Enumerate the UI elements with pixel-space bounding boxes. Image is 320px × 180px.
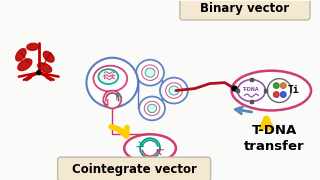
Circle shape: [280, 83, 286, 88]
Bar: [250, 78, 253, 81]
Ellipse shape: [93, 66, 127, 92]
Text: T-DNA
transfer: T-DNA transfer: [244, 124, 305, 153]
Text: Cointegrate vector: Cointegrate vector: [72, 163, 196, 175]
Ellipse shape: [232, 71, 311, 111]
Circle shape: [37, 71, 41, 75]
Ellipse shape: [139, 96, 165, 120]
Circle shape: [280, 92, 286, 97]
Ellipse shape: [160, 78, 188, 104]
Ellipse shape: [43, 51, 54, 62]
Ellipse shape: [142, 65, 158, 80]
Text: +  +: + +: [102, 74, 115, 79]
FancyBboxPatch shape: [58, 157, 211, 180]
Circle shape: [140, 138, 160, 158]
Bar: [250, 100, 253, 103]
Bar: [264, 89, 267, 92]
Circle shape: [274, 83, 279, 88]
Ellipse shape: [18, 59, 32, 71]
Ellipse shape: [38, 63, 52, 73]
Ellipse shape: [27, 43, 39, 50]
Text: Ti: Ti: [287, 85, 299, 94]
Circle shape: [103, 91, 121, 108]
Ellipse shape: [148, 104, 156, 113]
Ellipse shape: [165, 83, 182, 98]
Ellipse shape: [169, 86, 179, 95]
Bar: [236, 89, 239, 92]
Ellipse shape: [16, 49, 26, 61]
Text: T-DNA: T-DNA: [243, 87, 260, 92]
FancyBboxPatch shape: [180, 0, 310, 20]
Circle shape: [274, 92, 279, 97]
Text: Binary vector: Binary vector: [200, 2, 289, 15]
Ellipse shape: [145, 68, 155, 77]
Ellipse shape: [86, 58, 138, 107]
Ellipse shape: [98, 69, 118, 84]
Ellipse shape: [124, 134, 176, 162]
Ellipse shape: [237, 80, 265, 102]
Ellipse shape: [136, 60, 164, 86]
Circle shape: [232, 86, 237, 91]
Ellipse shape: [144, 101, 160, 116]
